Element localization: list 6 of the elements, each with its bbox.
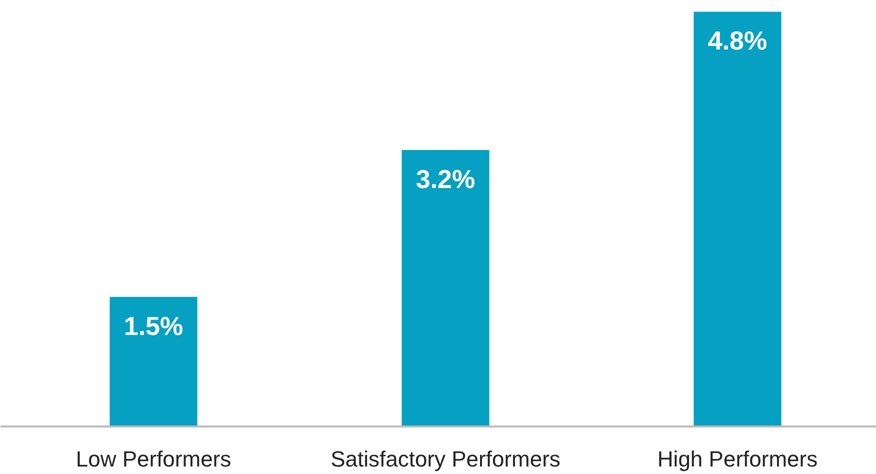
- data-label: 4.8%: [708, 26, 768, 56]
- x-tick-label: High Performers: [657, 446, 818, 472]
- x-tick-label: Satisfactory Performers: [330, 446, 560, 472]
- data-label: 1.5%: [124, 310, 184, 341]
- x-tick-label: Low Performers: [76, 446, 232, 472]
- data-label: 3.2%: [416, 164, 476, 194]
